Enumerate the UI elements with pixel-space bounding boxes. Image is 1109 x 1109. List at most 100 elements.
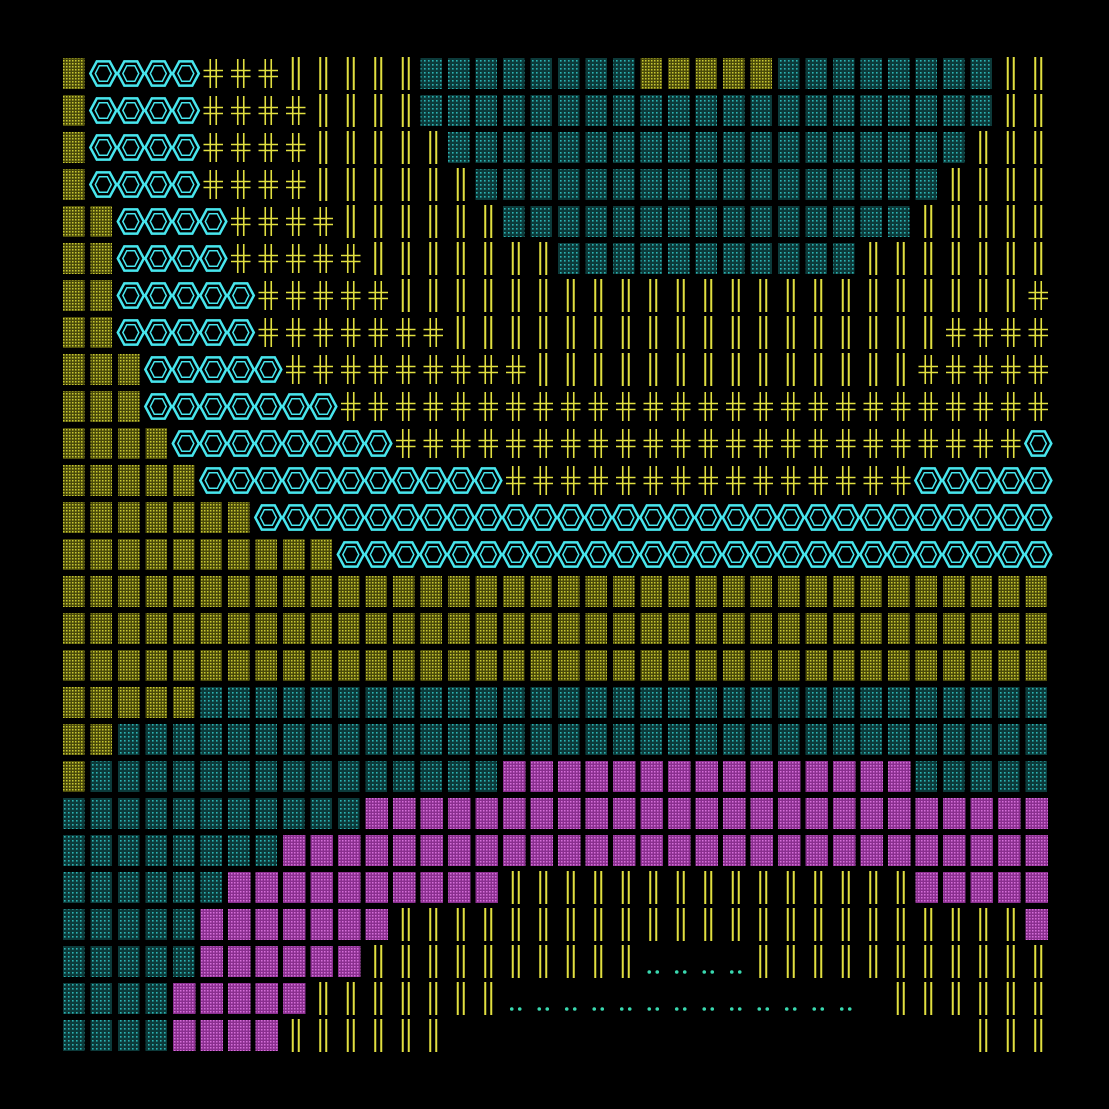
olive-block bbox=[63, 169, 85, 200]
hexagon-inner bbox=[479, 471, 498, 490]
olive-block bbox=[338, 650, 360, 681]
magenta-block bbox=[668, 835, 691, 866]
magenta-block bbox=[915, 872, 938, 903]
olive-block bbox=[393, 650, 415, 681]
teal-block bbox=[393, 761, 415, 792]
hexagon-inner bbox=[974, 545, 993, 564]
hexagon-inner bbox=[341, 471, 360, 490]
teal-block bbox=[970, 687, 992, 718]
magenta-block bbox=[503, 835, 526, 866]
teal-block bbox=[558, 724, 580, 755]
hexagon bbox=[336, 467, 366, 494]
dot-glyph bbox=[682, 1007, 687, 1011]
dot-glyph bbox=[572, 1007, 577, 1011]
teal-block bbox=[448, 95, 470, 126]
hexagon bbox=[363, 541, 393, 568]
hexagon bbox=[803, 541, 833, 568]
magenta-block bbox=[943, 835, 966, 866]
hexagon bbox=[116, 134, 146, 161]
olive-block bbox=[63, 243, 85, 274]
dot-glyph bbox=[600, 1007, 605, 1011]
teal-block bbox=[530, 687, 552, 718]
olive-block bbox=[173, 687, 195, 718]
hexagon bbox=[226, 356, 256, 383]
teal-block bbox=[448, 687, 470, 718]
olive-block bbox=[585, 576, 607, 607]
magenta-block bbox=[283, 835, 306, 866]
hexagon bbox=[528, 541, 558, 568]
hexagon bbox=[143, 97, 173, 124]
magenta-block bbox=[255, 946, 278, 977]
hexagon-inner bbox=[176, 138, 195, 157]
olive-block bbox=[613, 613, 635, 644]
dot-glyph bbox=[839, 1007, 844, 1011]
magenta-block bbox=[970, 798, 993, 829]
hexagon-inner bbox=[864, 545, 883, 564]
hexagon bbox=[226, 467, 256, 494]
olive-block bbox=[420, 613, 442, 644]
hexagon bbox=[858, 504, 888, 531]
hexagon bbox=[171, 245, 201, 272]
teal-block bbox=[420, 724, 442, 755]
dot-glyph bbox=[674, 1007, 679, 1011]
hexagon bbox=[446, 504, 476, 531]
hexagon bbox=[611, 504, 641, 531]
hexagon-inner bbox=[479, 545, 498, 564]
magenta-block bbox=[228, 1020, 251, 1051]
hexagon-inner bbox=[891, 508, 910, 527]
magenta-block bbox=[393, 872, 416, 903]
olive-block bbox=[1025, 613, 1047, 644]
olive-block bbox=[200, 502, 222, 533]
magenta-block bbox=[888, 761, 911, 792]
olive-block bbox=[805, 576, 827, 607]
teal-block bbox=[640, 169, 662, 200]
teal-block bbox=[530, 206, 552, 237]
hexagon bbox=[913, 467, 943, 494]
magenta-block bbox=[503, 761, 526, 792]
teal-block bbox=[530, 169, 552, 200]
teal-block bbox=[393, 687, 415, 718]
olive-block bbox=[63, 613, 85, 644]
hexagon bbox=[253, 430, 283, 457]
teal-block bbox=[888, 687, 910, 718]
teal-block bbox=[475, 169, 497, 200]
teal-block bbox=[723, 687, 745, 718]
hexagon-inner bbox=[451, 508, 470, 527]
teal-block bbox=[228, 798, 250, 829]
teal-block bbox=[640, 687, 662, 718]
hexagon bbox=[583, 541, 613, 568]
hexagon-inner bbox=[369, 434, 388, 453]
magenta-block bbox=[750, 761, 773, 792]
teal-block bbox=[145, 724, 167, 755]
teal-block bbox=[558, 687, 580, 718]
magenta-block bbox=[1025, 872, 1048, 903]
hexagon-inner bbox=[204, 397, 223, 416]
dot-glyph bbox=[710, 970, 715, 974]
olive-block bbox=[448, 650, 470, 681]
hexagon bbox=[556, 541, 586, 568]
olive-block bbox=[283, 650, 305, 681]
teal-block bbox=[668, 724, 690, 755]
hexagon bbox=[198, 430, 228, 457]
hexagon-inner bbox=[644, 545, 663, 564]
olive-block bbox=[860, 576, 882, 607]
hexagon-inner bbox=[94, 64, 113, 83]
hexagon-inner bbox=[94, 138, 113, 157]
olive-block bbox=[63, 206, 85, 237]
hexagon-inner bbox=[176, 212, 195, 231]
dot-glyph bbox=[702, 970, 707, 974]
teal-block bbox=[365, 687, 387, 718]
teal-block bbox=[200, 872, 222, 903]
hexagon-inner bbox=[176, 434, 195, 453]
olive-block bbox=[558, 650, 580, 681]
hexagon-inner bbox=[286, 471, 305, 490]
hexagon-inner bbox=[176, 249, 195, 268]
teal-block bbox=[310, 798, 332, 829]
teal-block bbox=[503, 169, 525, 200]
magenta-block bbox=[915, 835, 938, 866]
teal-block bbox=[475, 687, 497, 718]
olive-block bbox=[118, 613, 140, 644]
dot-glyph bbox=[812, 1007, 817, 1011]
hexagon bbox=[363, 504, 393, 531]
